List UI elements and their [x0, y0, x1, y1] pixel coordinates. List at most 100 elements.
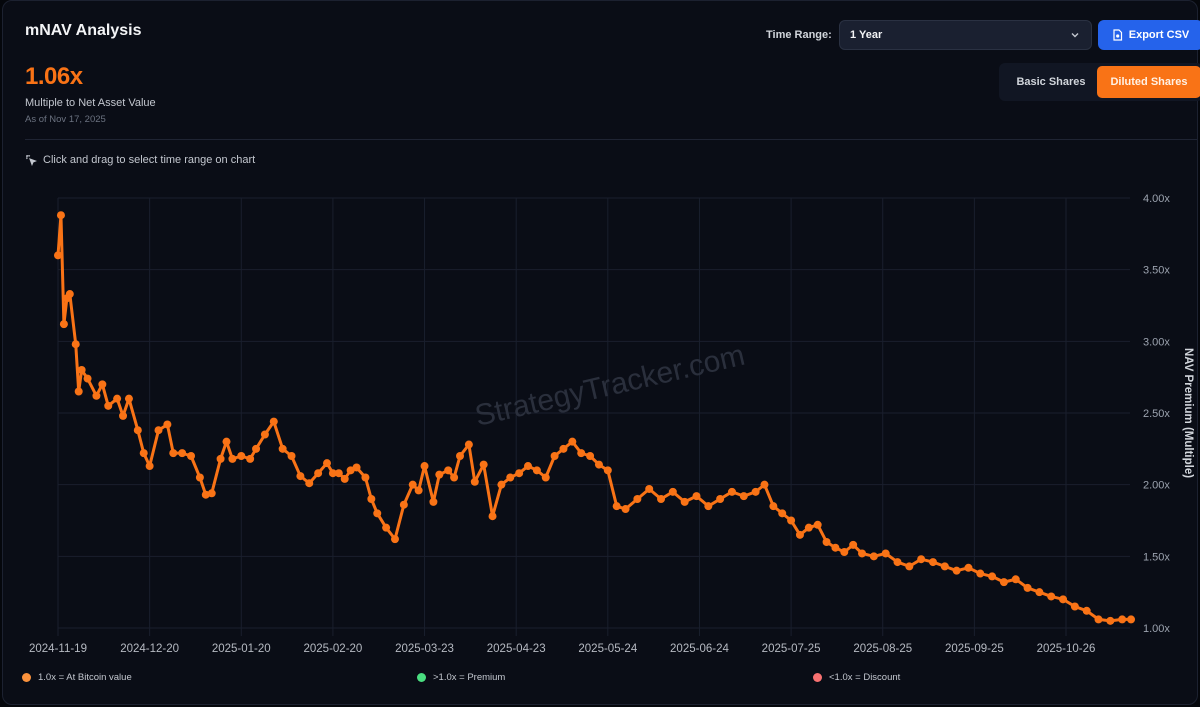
data-point[interactable] — [559, 444, 568, 453]
data-point[interactable] — [83, 374, 92, 383]
data-point[interactable] — [133, 426, 142, 435]
data-point[interactable] — [1118, 615, 1127, 624]
data-point[interactable] — [976, 569, 985, 578]
data-point[interactable] — [414, 486, 423, 495]
time-range-select[interactable]: 1 Year — [839, 20, 1092, 50]
data-point[interactable] — [881, 549, 890, 558]
data-point[interactable] — [964, 563, 973, 572]
data-point[interactable] — [988, 572, 997, 581]
data-point[interactable] — [408, 480, 417, 489]
data-point[interactable] — [124, 394, 133, 403]
mnav-line-chart[interactable]: 1.00x 1.50x 2.00x 2.50x 3.00x 3.50x 4.00x 2024-… — [0, 180, 1200, 660]
data-point[interactable] — [869, 552, 878, 561]
data-point[interactable] — [367, 495, 376, 503]
data-point[interactable] — [769, 502, 778, 511]
data-point[interactable] — [74, 387, 83, 396]
data-point[interactable] — [269, 417, 278, 426]
diluted-shares-button[interactable]: Diluted Shares — [1097, 66, 1200, 98]
data-point[interactable] — [1127, 615, 1136, 624]
data-point[interactable] — [804, 523, 813, 532]
data-point[interactable] — [515, 469, 524, 478]
data-point[interactable] — [92, 391, 101, 400]
data-point[interactable] — [778, 509, 787, 518]
data-point[interactable] — [704, 502, 713, 511]
data-point[interactable] — [858, 549, 867, 558]
data-point[interactable] — [680, 497, 689, 506]
data-point[interactable] — [361, 473, 370, 482]
data-point[interactable] — [178, 449, 187, 458]
data-point[interactable] — [1094, 615, 1103, 624]
data-point[interactable] — [444, 466, 453, 475]
data-point[interactable] — [435, 470, 444, 479]
data-point[interactable] — [54, 251, 62, 260]
data-point[interactable] — [305, 479, 314, 488]
data-point[interactable] — [420, 462, 429, 471]
data-point[interactable] — [71, 340, 80, 349]
data-point[interactable] — [187, 452, 196, 460]
data-point[interactable] — [56, 211, 65, 220]
data-point[interactable] — [497, 480, 506, 489]
data-point[interactable] — [340, 474, 349, 483]
data-point[interactable] — [751, 487, 760, 496]
data-point[interactable] — [464, 440, 473, 449]
data-point[interactable] — [568, 437, 577, 446]
data-point[interactable] — [577, 449, 586, 458]
data-point[interactable] — [1059, 595, 1068, 604]
data-point[interactable] — [399, 500, 408, 509]
data-point[interactable] — [594, 460, 603, 469]
data-point[interactable] — [760, 480, 769, 489]
data-point[interactable] — [246, 454, 255, 463]
data-point[interactable] — [98, 380, 107, 389]
data-point[interactable] — [716, 495, 725, 503]
data-point[interactable] — [840, 548, 849, 557]
data-point[interactable] — [145, 462, 154, 471]
data-point[interactable] — [1035, 588, 1044, 597]
data-point[interactable] — [532, 466, 541, 475]
data-point[interactable] — [195, 473, 204, 482]
data-point[interactable] — [390, 535, 399, 544]
data-point[interactable] — [813, 520, 822, 529]
data-point[interactable] — [479, 460, 488, 469]
data-point[interactable] — [222, 437, 231, 446]
data-point[interactable] — [940, 562, 949, 571]
data-point[interactable] — [1011, 575, 1020, 584]
data-point[interactable] — [154, 426, 163, 435]
data-point[interactable] — [450, 473, 459, 482]
data-point[interactable] — [917, 555, 926, 564]
data-point[interactable] — [893, 558, 902, 567]
data-point[interactable] — [586, 452, 595, 460]
data-point[interactable] — [739, 492, 748, 501]
data-point[interactable] — [216, 454, 225, 463]
data-point[interactable] — [287, 452, 296, 460]
data-point[interactable] — [314, 469, 323, 478]
data-point[interactable] — [999, 578, 1008, 587]
data-point[interactable] — [104, 401, 113, 410]
data-point[interactable] — [328, 469, 337, 478]
data-point[interactable] — [1106, 616, 1115, 625]
data-point[interactable] — [252, 444, 261, 453]
data-point[interactable] — [524, 462, 533, 471]
data-point[interactable] — [169, 449, 178, 458]
data-point[interactable] — [488, 512, 497, 521]
data-point[interactable] — [603, 466, 612, 475]
data-point[interactable] — [470, 477, 479, 486]
data-point[interactable] — [260, 430, 269, 439]
data-point[interactable] — [296, 472, 305, 481]
data-point[interactable] — [928, 558, 937, 567]
data-point[interactable] — [612, 502, 621, 511]
data-point[interactable] — [831, 543, 840, 552]
data-point[interactable] — [1047, 592, 1056, 601]
data-point[interactable] — [382, 523, 391, 532]
data-point[interactable] — [429, 497, 438, 506]
data-point[interactable] — [506, 473, 515, 482]
data-point[interactable] — [163, 420, 172, 429]
data-point[interactable] — [822, 538, 831, 546]
export-csv-button[interactable]: Export CSV — [1098, 20, 1200, 50]
data-point[interactable] — [621, 505, 630, 514]
data-point[interactable] — [692, 492, 701, 501]
data-point[interactable] — [228, 454, 237, 463]
data-point[interactable] — [905, 562, 914, 571]
data-point[interactable] — [334, 469, 343, 478]
data-point[interactable] — [1070, 602, 1079, 611]
data-point[interactable] — [952, 566, 961, 575]
